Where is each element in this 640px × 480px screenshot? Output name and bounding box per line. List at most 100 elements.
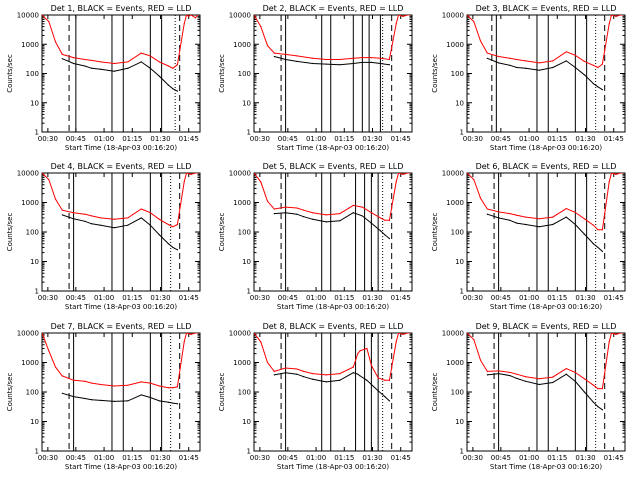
data-point: [370, 212, 372, 214]
data-point: [509, 219, 511, 221]
data-point: [516, 373, 518, 375]
data-point: [303, 370, 305, 372]
plot-frame: [41, 172, 201, 292]
data-point: [610, 173, 613, 174]
data-point: [388, 400, 391, 402]
y-tick-label: 1: [460, 129, 464, 137]
data-point: [42, 15, 43, 16]
series-line-events: [274, 212, 390, 239]
data-point: [167, 243, 169, 245]
y-tick-label: 1: [460, 288, 464, 296]
data-point: [622, 15, 624, 16]
x-tick-label: 01:45: [179, 135, 199, 143]
y-tick-label: 1000: [233, 41, 251, 49]
y-tick-label: 10: [242, 99, 251, 107]
data-point: [486, 370, 488, 372]
data-point: [325, 374, 327, 376]
data-point: [140, 394, 142, 396]
data-point: [325, 221, 327, 223]
data-point: [167, 84, 169, 86]
data-point: [379, 230, 381, 232]
data-point: [370, 364, 372, 366]
data-point: [190, 173, 192, 175]
data-point: [296, 60, 298, 62]
detector-panel-7: Det 7, BLACK = Events, RED = LLD 1 10 100 10…: [6, 322, 201, 471]
detector-panel-6: Det 6, BLACK = Events, RED = LLD 1 10 100 10…: [431, 162, 626, 311]
data-point: [127, 61, 129, 63]
data-point: [597, 246, 599, 249]
series-line-lld: [42, 15, 199, 69]
data-point: [592, 384, 595, 386]
y-tick-label: 1000: [233, 359, 251, 367]
x-axis-label: Start Time (18-Apr-03 00:16:20): [65, 303, 177, 311]
detector-panel-4: Det 4, BLACK = Events, RED = LLD 1 10 100 10…: [6, 162, 201, 311]
data-point: [194, 17, 197, 19]
data-point: [397, 173, 400, 174]
data-point: [592, 83, 595, 85]
data-point: [467, 333, 468, 334]
data-point: [498, 373, 500, 375]
x-tick-label: 01:45: [391, 294, 411, 302]
y-tick-label: 100: [238, 70, 251, 78]
data-point: [158, 234, 160, 236]
data-point: [254, 15, 255, 16]
data-point: [158, 75, 160, 77]
x-tick-label: 01:45: [604, 454, 624, 462]
y-tick-label: 1000: [446, 199, 464, 207]
data-point: [91, 223, 93, 225]
y-tick-label: 100: [26, 229, 39, 237]
data-point: [565, 51, 567, 53]
data-point: [525, 223, 527, 226]
y-tick-label: 1000: [21, 41, 39, 49]
panel-title: Det 1, BLACK = Events, RED = LLD: [51, 4, 192, 13]
x-tick-label: 01:00: [306, 135, 326, 143]
x-tick-label: 00:30: [463, 135, 483, 143]
data-point: [266, 361, 269, 364]
data-point: [172, 226, 174, 228]
data-point: [140, 52, 142, 54]
data-point: [73, 62, 75, 65]
data-point: [486, 52, 488, 54]
y-tick-label: 1: [35, 288, 39, 296]
data-point: [592, 401, 595, 403]
data-point: [388, 379, 391, 381]
series-line-lld: [467, 173, 623, 231]
data-point: [325, 63, 327, 65]
y-tick-label: 10000: [229, 12, 251, 20]
x-tick-label: 01:15: [547, 454, 567, 462]
y-tick-label: 10000: [442, 170, 464, 178]
data-point: [197, 15, 199, 16]
data-point: [339, 220, 341, 222]
data-point: [73, 379, 75, 381]
data-point: [127, 67, 129, 69]
data-point: [48, 350, 50, 352]
x-tick-label: 01:45: [391, 454, 411, 462]
x-tick-label: 01:15: [547, 135, 567, 143]
data-point: [127, 217, 129, 219]
data-point: [608, 341, 610, 343]
data-point: [312, 373, 314, 375]
data-point: [273, 52, 275, 54]
data-point: [167, 401, 169, 403]
data-point: [397, 333, 400, 334]
data-point: [406, 173, 409, 174]
data-point: [140, 217, 142, 219]
data-point: [185, 15, 188, 16]
y-axis-label: Counts/sec: [6, 54, 14, 93]
data-point: [54, 198, 57, 200]
data-point: [552, 60, 554, 62]
detector-panel-1: Det 1, BLACK = Events, RED = LLD 1 10 100 10…: [6, 4, 201, 152]
data-point: [254, 333, 255, 334]
data-point: [273, 374, 275, 376]
plot-frame: [253, 332, 413, 452]
x-axis-label: Start Time (18-Apr-03 00:16:20): [65, 463, 177, 471]
data-point: [352, 372, 354, 374]
data-point: [597, 86, 599, 88]
data-point: [525, 376, 527, 378]
panel-title: Det 8, BLACK = Events, RED = LLD: [263, 322, 404, 331]
x-tick-label: 01:00: [94, 454, 114, 462]
data-point: [583, 74, 585, 76]
data-point: [361, 56, 363, 59]
x-tick-label: 01:00: [519, 454, 539, 462]
data-point: [194, 333, 197, 334]
